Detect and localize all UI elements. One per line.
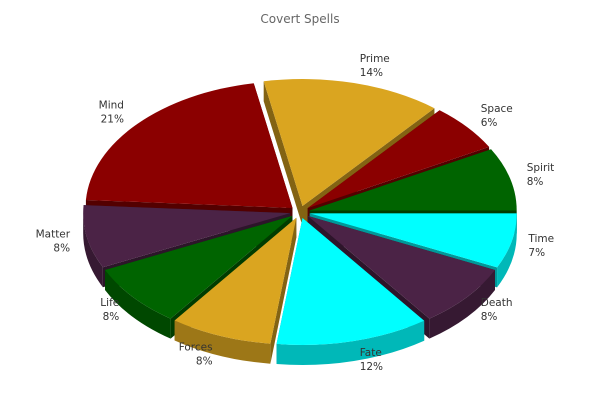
slice-spirit[interactable] (309, 149, 517, 211)
slice-outer-wall (83, 213, 103, 288)
slice-label-fate: Fate (360, 347, 382, 359)
slice-percent-mind: 21% (101, 113, 124, 125)
slice-label-prime: Prime (360, 53, 390, 65)
slice-time[interactable] (309, 213, 517, 268)
slice-life[interactable] (104, 215, 293, 319)
slice-percent-space: 6% (481, 117, 498, 129)
slice-space[interactable] (307, 110, 490, 209)
slice-matter[interactable] (83, 205, 291, 268)
slice-percent-forces: 8% (196, 355, 213, 367)
slice-percent-time: 7% (528, 247, 545, 259)
chart-title: Covert Spells (260, 12, 339, 26)
slice-outer-wall (174, 320, 271, 364)
slice-label-forces: Forces (179, 341, 213, 353)
slice-forces[interactable] (174, 217, 297, 344)
slice-tops (83, 79, 517, 345)
slice-percent-spirit: 8% (527, 176, 544, 188)
slice-outer-wall (497, 213, 517, 288)
slice-label-matter: Matter (36, 228, 71, 240)
slice-label-spirit: Spirit (527, 162, 555, 174)
slice-percent-life: 8% (103, 311, 120, 323)
slice-mind[interactable] (85, 83, 293, 208)
slice-outer-wall (429, 269, 496, 339)
slice-label-mind: Mind (99, 99, 124, 111)
slice-outer-wall (276, 320, 425, 365)
slice-death[interactable] (307, 215, 496, 319)
slice-labels: Time 7% Death 8% Fate 12% Forces 8% Life 8% Matter… (36, 53, 555, 373)
slice-percent-matter: 8% (53, 242, 70, 254)
slice-percent-fate: 12% (360, 361, 383, 373)
slice-wall (263, 81, 303, 227)
slice-fate[interactable] (276, 217, 425, 345)
slice-wall (270, 217, 297, 364)
slice-label-space: Space (481, 103, 513, 115)
slice-percent-prime: 14% (360, 67, 383, 79)
slice-percent-death: 8% (481, 311, 498, 323)
slice-prime[interactable] (263, 79, 435, 207)
slice-label-death: Death (481, 297, 513, 309)
slice-label-time: Time (527, 233, 554, 245)
slice-outer-wall (104, 269, 171, 339)
slice-label-life: Life (100, 297, 119, 309)
